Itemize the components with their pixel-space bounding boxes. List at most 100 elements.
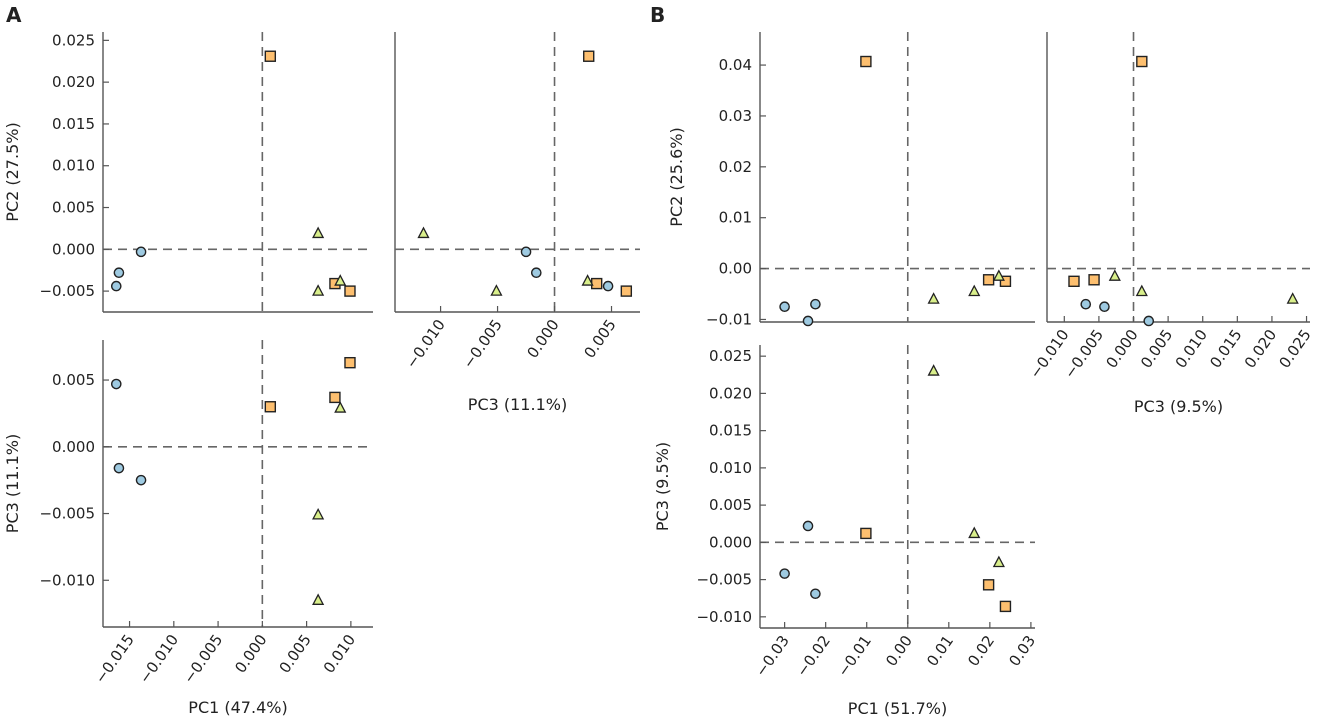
y-tick-label: −0.010	[39, 571, 95, 589]
triangle-point	[992, 555, 1005, 568]
y-tick-label: 0.025	[709, 347, 752, 365]
x-tick-label: 0.015	[1206, 326, 1245, 372]
y-tick-label: −0.01	[706, 310, 752, 328]
y-tick-label: 0.005	[52, 371, 95, 389]
x-tick-label: −0.015	[91, 631, 138, 687]
x-axis-title: PC1 (51.7%)	[848, 699, 947, 718]
y-tick-label: 0.010	[709, 459, 752, 477]
square-point	[344, 356, 356, 369]
circle-point	[135, 474, 147, 486]
triangle-point	[334, 401, 347, 413]
x-tick-label: −0.010	[402, 316, 449, 372]
square-point	[982, 579, 995, 591]
x-axis-title: PC1 (47.4%)	[188, 698, 287, 717]
triangle-point	[968, 526, 981, 539]
square-point	[1136, 55, 1148, 68]
y-tick-label: 0.015	[52, 115, 95, 133]
panel-b2: −0.010−0.0050.0000.0050.0100.0150.0200.0…	[1026, 32, 1315, 416]
y-tick-label: 0.025	[52, 31, 95, 49]
square-point	[264, 401, 277, 413]
x-tick-label: 0.005	[1137, 326, 1176, 372]
circle-point	[1080, 298, 1092, 310]
triangle-point	[490, 284, 503, 296]
x-tick-label: 0.020	[1241, 326, 1280, 372]
y-tick-label: −0.005	[696, 571, 752, 589]
circle-point	[779, 301, 790, 313]
x-tick-label: 0.010	[1172, 326, 1211, 372]
circle-point	[1143, 315, 1155, 327]
square-point	[860, 55, 872, 68]
square-point	[620, 285, 633, 297]
circle-point	[113, 462, 125, 474]
y-axis-title: PC2 (27.5%)	[3, 122, 22, 221]
triangle-point	[992, 269, 1005, 281]
circle-point	[802, 520, 814, 532]
square-point	[583, 50, 595, 62]
y-tick-label: 0.04	[719, 56, 752, 74]
circle-point	[779, 568, 790, 579]
triangle-point	[312, 593, 325, 605]
x-tick-label: 0.005	[580, 316, 619, 362]
x-tick-label: 0.02	[964, 632, 998, 670]
y-tick-label: 0.000	[52, 438, 95, 456]
y-axis-title: PC2 (25.6%)	[667, 127, 686, 226]
triangle-point	[312, 284, 325, 296]
square-point	[999, 600, 1012, 613]
x-tick-label: 0.000	[523, 316, 562, 362]
triangle-point	[927, 364, 940, 376]
circle-point	[110, 280, 122, 292]
square-point	[344, 285, 356, 297]
panel-b3: −0.010 −0.005 0.000 0.005 0.010 0.015 0.020 0.0…	[653, 345, 1039, 718]
square-point	[590, 277, 603, 290]
square-point	[999, 275, 1012, 287]
panel-b1: −0.01 0.00 0.01 0.02 0.03 0.04 PC2 (25.6%)	[667, 32, 1035, 328]
square-point	[982, 274, 995, 286]
square-point	[329, 391, 341, 404]
circle-point	[810, 298, 821, 310]
triangle-point	[334, 274, 347, 286]
y-tick-label: 0.000	[52, 240, 95, 258]
triangle-point	[1108, 269, 1121, 281]
x-tick-label: 0.005	[276, 631, 315, 677]
triangle-point	[968, 284, 981, 297]
x-axis-title: PC3 (11.1%)	[468, 395, 567, 414]
circle-point	[602, 280, 614, 292]
circle-point	[110, 378, 122, 390]
panel-letter-a: A	[6, 3, 22, 27]
circle-point	[520, 246, 532, 258]
y-tick-label: −0.005	[39, 505, 95, 523]
x-tick-label: 0.000	[231, 631, 270, 677]
square-point	[264, 50, 277, 62]
x-tick-label: −0.005	[180, 631, 227, 687]
y-tick-label: −0.010	[696, 608, 752, 626]
circle-point	[810, 588, 821, 600]
circle-point	[531, 267, 542, 279]
triangle-point	[1135, 284, 1148, 297]
y-tick-label: 0.005	[709, 496, 752, 514]
circle-point	[135, 246, 147, 258]
x-tick-label: −0.010	[136, 631, 183, 687]
y-tick-label: −0.005	[39, 282, 95, 300]
x-tick-label: −0.03	[752, 632, 793, 680]
x-tick-label: 0.000	[1102, 326, 1141, 372]
x-tick-label: 0.00	[882, 632, 916, 670]
panel-a2: −0.010 −0.005 0.000 0.005 PC3 (11.1%)	[394, 32, 640, 414]
y-tick-label: 0.005	[52, 199, 95, 217]
y-tick-label: 0.020	[52, 73, 95, 91]
square-point	[860, 527, 872, 540]
x-tick-label: 0.03	[1005, 632, 1039, 670]
panel-letter-b: B	[650, 3, 665, 27]
y-tick-label: 0.010	[52, 157, 95, 175]
triangle-point	[927, 292, 940, 304]
x-tick-label: −0.02	[793, 632, 834, 680]
x-tick-label: −0.005	[459, 316, 506, 372]
circle-point	[1099, 301, 1110, 313]
triangle-point	[581, 274, 594, 286]
x-axis-title: PC3 (9.5%)	[1134, 397, 1223, 416]
y-tick-label: 0.020	[709, 384, 752, 402]
x-tick-label: 0.01	[923, 632, 957, 670]
square-point	[1088, 274, 1100, 286]
circle-point	[113, 267, 125, 279]
